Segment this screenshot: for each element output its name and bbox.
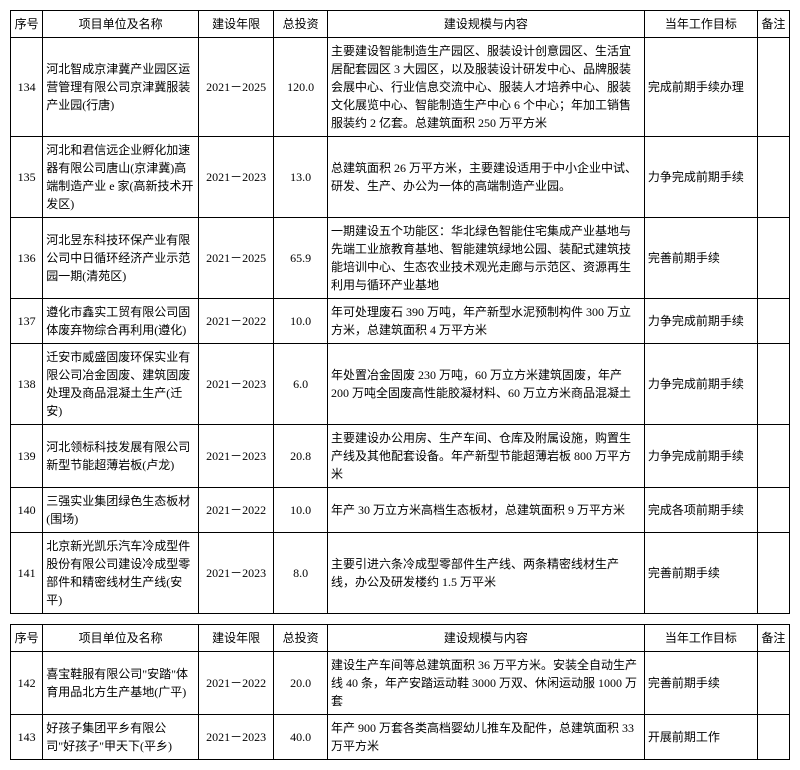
table-row: 134河北智成京津冀产业园区运营管理有限公司京津冀服装产业园(行唐)2021－2… bbox=[11, 38, 790, 137]
col-seq: 序号 bbox=[11, 11, 43, 38]
cell-scope: 主要引进六条冷成型零部件生产线、两条精密线材生产线，办公及研发楼约 1.5 万平… bbox=[327, 533, 644, 614]
cell-scope: 年产 900 万套各类高档婴幼儿推车及配件，总建筑面积 33 万平方米 bbox=[327, 715, 644, 760]
table-row: 135河北和君信远企业孵化加速器有限公司唐山(京津冀)高端制造产业 e 家(高新… bbox=[11, 137, 790, 218]
cell-goal: 力争完成前期手续 bbox=[644, 425, 757, 488]
cell-scope: 年处置冶金固废 230 万吨，60 万立方米建筑固废，年产 200 万吨全固废高… bbox=[327, 344, 644, 425]
cell-invest: 20.8 bbox=[274, 425, 328, 488]
header-row: 序号 项目单位及名称 建设年限 总投资 建设规模与内容 当年工作目标 备注 bbox=[11, 11, 790, 38]
cell-note bbox=[757, 344, 789, 425]
cell-goal: 完善前期手续 bbox=[644, 533, 757, 614]
cell-invest: 20.0 bbox=[274, 652, 328, 715]
cell-scope: 年可处理废石 390 万吨，年产新型水泥预制构件 300 万立方米，总建筑面积 … bbox=[327, 299, 644, 344]
cell-invest: 13.0 bbox=[274, 137, 328, 218]
cell-seq: 136 bbox=[11, 218, 43, 299]
table-row: 138迁安市威盛固废环保实业有限公司冶金固废、建筑固废处理及商品混凝土生产(迁安… bbox=[11, 344, 790, 425]
cell-name: 河北昱东科技环保产业有限公司中日循环经济产业示范园一期(清苑区) bbox=[43, 218, 199, 299]
cell-seq: 139 bbox=[11, 425, 43, 488]
col-name: 项目单位及名称 bbox=[43, 11, 199, 38]
cell-name: 迁安市威盛固废环保实业有限公司冶金固废、建筑固废处理及商品混凝土生产(迁安) bbox=[43, 344, 199, 425]
cell-goal: 力争完成前期手续 bbox=[644, 344, 757, 425]
cell-goal: 完善前期手续 bbox=[644, 652, 757, 715]
col-invest: 总投资 bbox=[274, 11, 328, 38]
cell-note bbox=[757, 218, 789, 299]
col-note: 备注 bbox=[757, 625, 789, 652]
cell-name: 遵化市鑫实工贸有限公司固体废弃物综合再利用(遵化) bbox=[43, 299, 199, 344]
cell-year: 2021－2022 bbox=[199, 488, 274, 533]
cell-name: 北京新光凯乐汽车冷成型件股份有限公司建设冷成型零部件和精密线材生产线(安平) bbox=[43, 533, 199, 614]
header-row: 序号 项目单位及名称 建设年限 总投资 建设规模与内容 当年工作目标 备注 bbox=[11, 625, 790, 652]
cell-goal: 力争完成前期手续 bbox=[644, 299, 757, 344]
cell-seq: 143 bbox=[11, 715, 43, 760]
cell-note bbox=[757, 533, 789, 614]
cell-seq: 137 bbox=[11, 299, 43, 344]
cell-invest: 40.0 bbox=[274, 715, 328, 760]
col-goal: 当年工作目标 bbox=[644, 11, 757, 38]
cell-scope: 建设生产车间等总建筑面积 36 万平方米。安装全自动生产线 40 条，年产安踏运… bbox=[327, 652, 644, 715]
cell-invest: 10.0 bbox=[274, 488, 328, 533]
col-name: 项目单位及名称 bbox=[43, 625, 199, 652]
col-invest: 总投资 bbox=[274, 625, 328, 652]
cell-scope: 年产 30 万立方米高档生态板材，总建筑面积 9 万平方米 bbox=[327, 488, 644, 533]
cell-scope: 主要建设智能制造生产园区、服装设计创意园区、生活宜居配套园区 3 大园区，以及服… bbox=[327, 38, 644, 137]
table-row: 141北京新光凯乐汽车冷成型件股份有限公司建设冷成型零部件和精密线材生产线(安平… bbox=[11, 533, 790, 614]
cell-goal: 力争完成前期手续 bbox=[644, 137, 757, 218]
cell-note bbox=[757, 38, 789, 137]
cell-invest: 120.0 bbox=[274, 38, 328, 137]
cell-note bbox=[757, 137, 789, 218]
col-note: 备注 bbox=[757, 11, 789, 38]
col-scope: 建设规模与内容 bbox=[327, 625, 644, 652]
cell-note bbox=[757, 299, 789, 344]
cell-name: 三强实业集团绿色生态板材(围场) bbox=[43, 488, 199, 533]
cell-seq: 140 bbox=[11, 488, 43, 533]
col-year: 建设年限 bbox=[199, 11, 274, 38]
cell-name: 好孩子集团平乡有限公司"好孩子"甲天下(平乡) bbox=[43, 715, 199, 760]
cell-year: 2021－2023 bbox=[199, 425, 274, 488]
project-table-2: 序号 项目单位及名称 建设年限 总投资 建设规模与内容 当年工作目标 备注 14… bbox=[10, 624, 790, 760]
cell-year: 2021－2025 bbox=[199, 38, 274, 137]
table-row: 136河北昱东科技环保产业有限公司中日循环经济产业示范园一期(清苑区)2021－… bbox=[11, 218, 790, 299]
cell-name: 河北智成京津冀产业园区运营管理有限公司京津冀服装产业园(行唐) bbox=[43, 38, 199, 137]
table-row: 137遵化市鑫实工贸有限公司固体废弃物综合再利用(遵化)2021－202210.… bbox=[11, 299, 790, 344]
cell-note bbox=[757, 652, 789, 715]
col-goal: 当年工作目标 bbox=[644, 625, 757, 652]
cell-scope: 一期建设五个功能区：华北绿色智能住宅集成产业基地与先端工业旅教育基地、智能建筑绿… bbox=[327, 218, 644, 299]
cell-year: 2021－2023 bbox=[199, 533, 274, 614]
cell-scope: 主要建设办公用房、生产车间、仓库及附属设施，购置生产线及其他配套设备。年产新型节… bbox=[327, 425, 644, 488]
cell-goal: 开展前期工作 bbox=[644, 715, 757, 760]
cell-seq: 142 bbox=[11, 652, 43, 715]
cell-goal: 完成前期手续办理 bbox=[644, 38, 757, 137]
cell-seq: 134 bbox=[11, 38, 43, 137]
col-scope: 建设规模与内容 bbox=[327, 11, 644, 38]
cell-note bbox=[757, 425, 789, 488]
cell-goal: 完善前期手续 bbox=[644, 218, 757, 299]
cell-invest: 65.9 bbox=[274, 218, 328, 299]
table-row: 142喜宝鞋服有限公司"安踏"体育用品北方生产基地(广平)2021－202220… bbox=[11, 652, 790, 715]
cell-invest: 8.0 bbox=[274, 533, 328, 614]
cell-seq: 135 bbox=[11, 137, 43, 218]
cell-seq: 138 bbox=[11, 344, 43, 425]
cell-note bbox=[757, 715, 789, 760]
cell-year: 2021－2023 bbox=[199, 715, 274, 760]
project-table-1: 序号 项目单位及名称 建设年限 总投资 建设规模与内容 当年工作目标 备注 13… bbox=[10, 10, 790, 614]
table-row: 139河北领标科技发展有限公司新型节能超薄岩板(卢龙)2021－202320.8… bbox=[11, 425, 790, 488]
cell-name: 河北和君信远企业孵化加速器有限公司唐山(京津冀)高端制造产业 e 家(高新技术开… bbox=[43, 137, 199, 218]
cell-year: 2021－2022 bbox=[199, 299, 274, 344]
cell-name: 喜宝鞋服有限公司"安踏"体育用品北方生产基地(广平) bbox=[43, 652, 199, 715]
cell-scope: 总建筑面积 26 万平方米，主要建设适用于中小企业中试、研发、生产、办公为一体的… bbox=[327, 137, 644, 218]
cell-year: 2021－2022 bbox=[199, 652, 274, 715]
cell-name: 河北领标科技发展有限公司新型节能超薄岩板(卢龙) bbox=[43, 425, 199, 488]
cell-invest: 10.0 bbox=[274, 299, 328, 344]
table-row: 143好孩子集团平乡有限公司"好孩子"甲天下(平乡)2021－202340.0年… bbox=[11, 715, 790, 760]
col-seq: 序号 bbox=[11, 625, 43, 652]
cell-year: 2021－2023 bbox=[199, 344, 274, 425]
cell-year: 2021－2025 bbox=[199, 218, 274, 299]
cell-invest: 6.0 bbox=[274, 344, 328, 425]
cell-note bbox=[757, 488, 789, 533]
cell-seq: 141 bbox=[11, 533, 43, 614]
table-row: 140三强实业集团绿色生态板材(围场)2021－202210.0年产 30 万立… bbox=[11, 488, 790, 533]
cell-year: 2021－2023 bbox=[199, 137, 274, 218]
col-year: 建设年限 bbox=[199, 625, 274, 652]
cell-goal: 完成各项前期手续 bbox=[644, 488, 757, 533]
